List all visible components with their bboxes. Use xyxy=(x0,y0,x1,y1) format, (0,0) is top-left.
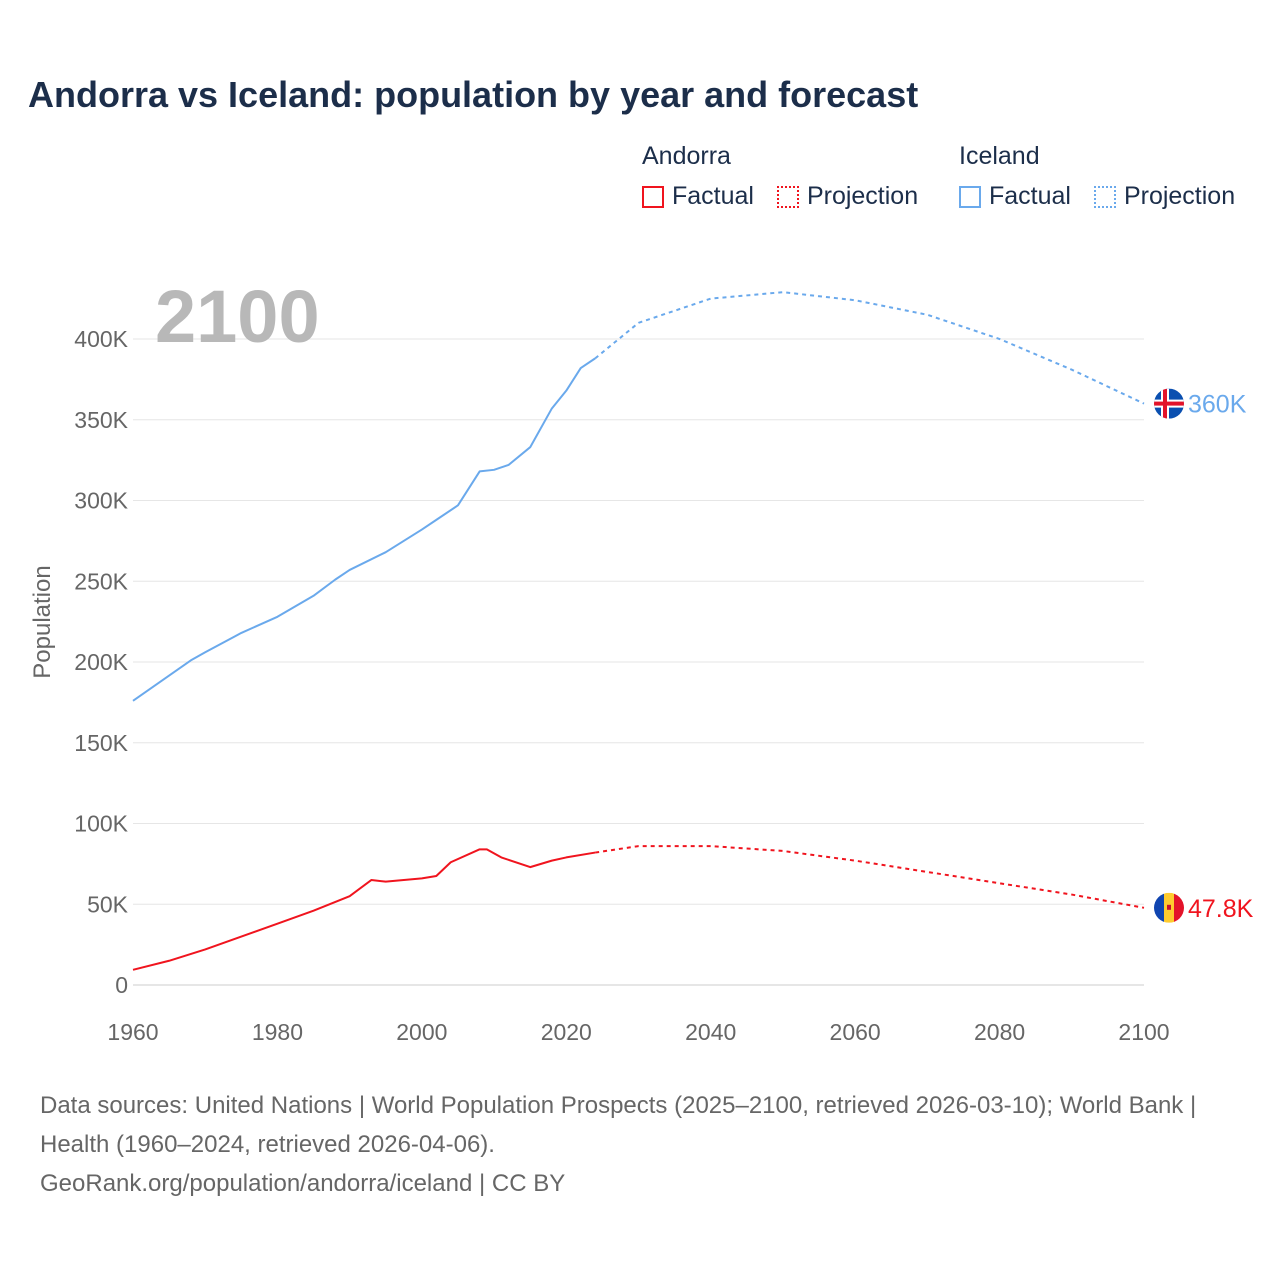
gridlines xyxy=(133,338,1144,986)
legend-item-iceland-projection[interactable]: Projection xyxy=(1093,182,1236,211)
x-tick-label: 2040 xyxy=(685,1019,736,1045)
y-tick-label: 400K xyxy=(74,326,128,352)
y-tick-label: 50K xyxy=(87,891,129,917)
legend-heading-andorra: Andorra xyxy=(642,142,731,170)
footer-sources: Data sources: United Nations | World Pop… xyxy=(40,1092,1197,1158)
andorra-end-label: 47.8K xyxy=(1188,895,1254,923)
y-tick-label: 0 xyxy=(115,972,128,998)
andorra-factual-line xyxy=(132,848,596,971)
y-axis-label: Population xyxy=(29,565,56,678)
andorra-flag-icon xyxy=(1154,892,1184,923)
x-tick-label: 2020 xyxy=(541,1019,592,1045)
legend-item-andorra-projection[interactable]: Projection xyxy=(776,182,919,211)
y-tick-label: 300K xyxy=(74,488,128,514)
dotted-swatch-icon xyxy=(1093,185,1116,208)
end-labels: 360K 47.8K xyxy=(1154,388,1254,923)
x-tick-label: 1960 xyxy=(107,1019,158,1045)
legend-item-andorra-factual[interactable]: Factual xyxy=(642,182,754,211)
solid-swatch-icon xyxy=(642,185,664,208)
legend-group-andorra: Andorra Factual Projection xyxy=(642,142,934,215)
dotted-swatch-icon xyxy=(776,185,799,208)
footer-attribution[interactable]: GeoRank.org/population/andorra/iceland |… xyxy=(40,1170,566,1197)
legend-item-iceland-factual[interactable]: Factual xyxy=(959,182,1071,211)
legend-label: Projection xyxy=(806,182,919,210)
legend-label: Factual xyxy=(989,182,1071,210)
y-tick-label: 150K xyxy=(74,730,128,756)
legend-heading-iceland: Iceland xyxy=(959,142,1040,170)
iceland-projection-line xyxy=(594,291,1145,405)
x-tick-label: 2000 xyxy=(396,1019,447,1045)
x-tick-label: 2100 xyxy=(1118,1019,1169,1045)
legend-label: Factual xyxy=(672,182,754,210)
x-tick-label: 2060 xyxy=(830,1019,881,1045)
x-tick-label: 1980 xyxy=(252,1019,303,1045)
year-overlay: 2100 xyxy=(155,275,320,358)
iceland-factual-line xyxy=(132,357,596,702)
andorra-projection-line xyxy=(595,845,1145,909)
y-tick-label: 200K xyxy=(74,649,128,675)
y-tick-label: 350K xyxy=(74,407,128,433)
y-axis: 0 50K 100K 150K 200K 250K 300K 350K 400K xyxy=(74,326,128,998)
legend-group-iceland: Iceland Factual Projection xyxy=(959,142,1251,215)
iceland-flag-icon xyxy=(1154,388,1184,419)
iceland-end-label: 360K xyxy=(1188,391,1247,419)
series-lines xyxy=(132,291,1145,971)
chart-title: Andorra vs Iceland: population by year a… xyxy=(28,74,919,115)
footer: Data sources: United Nations | World Pop… xyxy=(40,1086,1240,1203)
solid-swatch-icon xyxy=(959,185,981,208)
y-tick-label: 250K xyxy=(74,568,128,594)
y-tick-label: 100K xyxy=(74,811,128,837)
x-tick-label: 2080 xyxy=(974,1019,1025,1045)
legend-label: Projection xyxy=(1123,182,1236,210)
x-axis: 1960 1980 2000 2020 2040 2060 2080 2100 xyxy=(107,1019,1169,1045)
